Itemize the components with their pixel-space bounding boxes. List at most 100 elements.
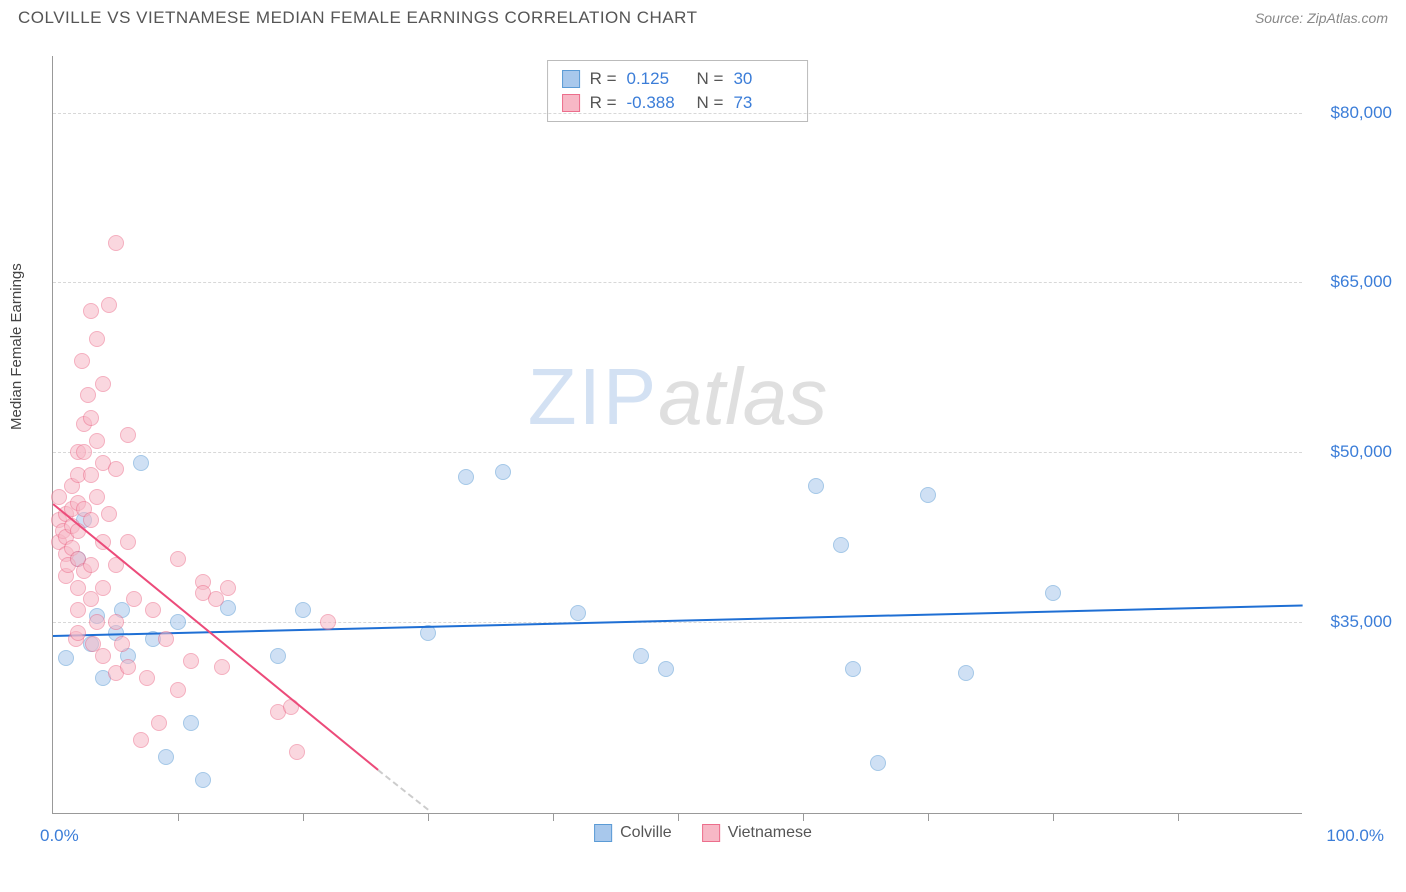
data-point — [170, 551, 186, 567]
watermark-zip: ZIP — [528, 352, 658, 441]
data-point — [101, 506, 117, 522]
x-tick — [1053, 813, 1054, 821]
data-point — [83, 591, 99, 607]
stats-row: R =-0.388N =73 — [562, 91, 794, 115]
x-tick — [553, 813, 554, 821]
data-point — [58, 650, 74, 666]
data-point — [95, 376, 111, 392]
data-point — [108, 614, 124, 630]
stat-r-value: 0.125 — [627, 67, 687, 91]
data-point — [158, 749, 174, 765]
data-point — [126, 591, 142, 607]
legend-item: Colville — [594, 824, 672, 842]
data-point — [495, 464, 511, 480]
y-tick-label: $50,000 — [1312, 442, 1392, 462]
gridline — [53, 452, 1302, 453]
watermark-atlas: atlas — [658, 352, 827, 441]
data-point — [214, 659, 230, 675]
data-point — [833, 537, 849, 553]
data-point — [920, 487, 936, 503]
x-axis-max-label: 100.0% — [1326, 826, 1384, 846]
data-point — [1045, 585, 1061, 601]
data-point — [89, 331, 105, 347]
chart-title: COLVILLE VS VIETNAMESE MEDIAN FEMALE EAR… — [18, 8, 698, 28]
legend-swatch — [594, 824, 612, 842]
series-legend: Colville Vietnamese — [594, 824, 812, 842]
data-point — [120, 534, 136, 550]
data-point — [133, 455, 149, 471]
data-point — [83, 512, 99, 528]
data-point — [958, 665, 974, 681]
data-point — [145, 602, 161, 618]
gridline — [53, 113, 1302, 114]
data-point — [114, 636, 130, 652]
data-point — [170, 614, 186, 630]
data-point — [89, 614, 105, 630]
data-point — [183, 653, 199, 669]
stat-n-label: N = — [697, 67, 724, 91]
data-point — [658, 661, 674, 677]
data-point — [195, 772, 211, 788]
data-point — [120, 427, 136, 443]
data-point — [139, 670, 155, 686]
data-point — [808, 478, 824, 494]
y-tick-label: $35,000 — [1312, 612, 1392, 632]
stat-n-value: 73 — [733, 91, 793, 115]
data-point — [845, 661, 861, 677]
data-point — [70, 602, 86, 618]
data-point — [83, 303, 99, 319]
data-point — [95, 580, 111, 596]
data-point — [870, 755, 886, 771]
y-tick-label: $80,000 — [1312, 103, 1392, 123]
legend-swatch — [702, 824, 720, 842]
data-point — [570, 605, 586, 621]
stat-n-value: 30 — [733, 67, 793, 91]
data-point — [74, 353, 90, 369]
data-point — [151, 715, 167, 731]
data-point — [108, 235, 124, 251]
legend-label: Colville — [620, 824, 672, 842]
data-point — [108, 461, 124, 477]
data-point — [208, 591, 224, 607]
data-point — [80, 387, 96, 403]
stats-row: R =0.125N =30 — [562, 67, 794, 91]
data-point — [83, 557, 99, 573]
data-point — [183, 715, 199, 731]
x-tick — [928, 813, 929, 821]
watermark: ZIPatlas — [528, 351, 827, 443]
data-point — [83, 467, 99, 483]
data-point — [76, 444, 92, 460]
trend-line-dash — [377, 769, 428, 810]
data-point — [270, 648, 286, 664]
data-point — [89, 489, 105, 505]
data-point — [101, 297, 117, 313]
stat-n-label: N = — [697, 91, 724, 115]
legend-item: Vietnamese — [702, 824, 812, 842]
y-tick-label: $65,000 — [1312, 272, 1392, 292]
legend-swatch — [562, 70, 580, 88]
data-point — [133, 732, 149, 748]
data-point — [289, 744, 305, 760]
x-tick — [1178, 813, 1179, 821]
chart-plot-area: ZIPatlas R =0.125N =30R =-0.388N =73 $35… — [52, 56, 1302, 814]
data-point — [158, 631, 174, 647]
data-point — [83, 410, 99, 426]
x-tick — [678, 813, 679, 821]
data-point — [458, 469, 474, 485]
gridline — [53, 622, 1302, 623]
data-point — [95, 648, 111, 664]
legend-swatch — [562, 94, 580, 112]
data-point — [89, 433, 105, 449]
stat-r-label: R = — [590, 91, 617, 115]
gridline — [53, 282, 1302, 283]
x-tick — [803, 813, 804, 821]
data-point — [295, 602, 311, 618]
header: COLVILLE VS VIETNAMESE MEDIAN FEMALE EAR… — [0, 0, 1406, 32]
x-tick — [178, 813, 179, 821]
data-point — [320, 614, 336, 630]
x-axis-min-label: 0.0% — [40, 826, 79, 846]
data-point — [70, 625, 86, 641]
data-point — [220, 580, 236, 596]
data-point — [170, 682, 186, 698]
data-point — [633, 648, 649, 664]
